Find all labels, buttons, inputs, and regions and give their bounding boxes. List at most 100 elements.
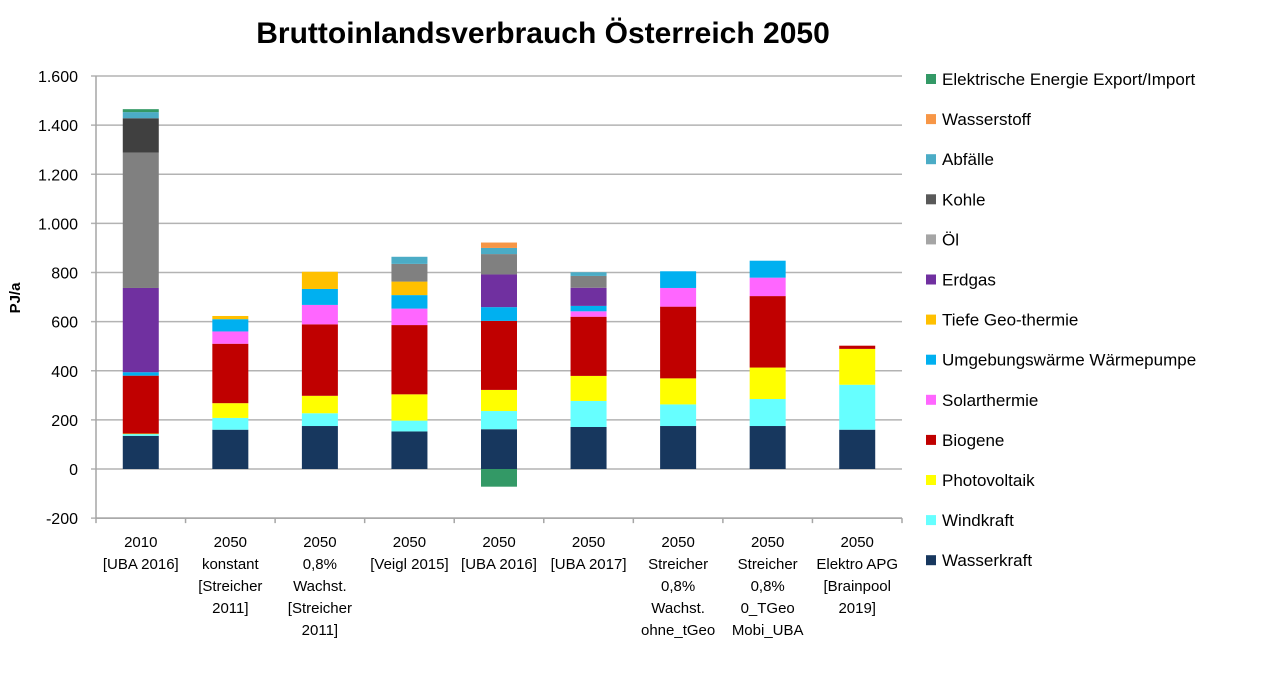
- legend-item: Biogene: [926, 431, 1004, 450]
- bar-segment-erdgas: [122, 287, 159, 373]
- bar-segment-biogene: [481, 320, 517, 390]
- bar-segment-windkraft: [660, 404, 697, 427]
- x-category-label: 2050 [UBA 2016]: [461, 534, 537, 573]
- bar-segment-erdgas: [570, 287, 607, 306]
- x-category-label-line: 0_TGeo: [741, 600, 795, 617]
- bar-segment-umgebungswärme-wärmepumpe: [301, 288, 338, 305]
- x-category-label: 2050 [Veigl 2015]: [370, 534, 448, 573]
- legend-label: Biogene: [942, 431, 1004, 450]
- legend-item: Wasserkraft: [926, 551, 1032, 570]
- y-axis-ticks: -200 0 200 400 600 800 1.000 1.200 1.400 1.600: [38, 69, 78, 528]
- bar-segment-elektrische-energie-export-import: [122, 109, 159, 113]
- bar-segment-photovoltaik: [570, 375, 607, 401]
- legend-swatch: [926, 194, 936, 205]
- y-tick-label: 800: [51, 266, 78, 283]
- bar-segment-umgebungswärme-wärmepumpe: [570, 305, 607, 312]
- bar-segment-umgebungswärme-wärmepumpe: [122, 372, 159, 376]
- legend-swatch: [926, 354, 936, 365]
- bar-segment-windkraft: [481, 411, 517, 430]
- bar-segment-windkraft: [122, 433, 159, 436]
- legend-label: Wasserkraft: [942, 551, 1032, 570]
- x-category-label-line: [Streicher: [198, 578, 262, 595]
- x-category-label-line: 2050: [751, 534, 784, 551]
- legend-swatch: [926, 314, 936, 325]
- bar-segment-windkraft: [570, 400, 607, 427]
- bar-segment-biogene: [839, 345, 876, 349]
- x-category-label-line: konstant: [202, 556, 260, 573]
- bar-segment-wasserkraft: [660, 426, 697, 469]
- x-category-label-line: 0,8%: [303, 556, 337, 573]
- bar-segment-windkraft: [391, 420, 428, 432]
- bar-segment-kohle: [122, 118, 159, 153]
- x-category-label-line: Wachst.: [651, 600, 705, 617]
- x-category-label-line: 0,8%: [661, 578, 695, 595]
- x-category-label-line: ohne_tGeo: [641, 622, 715, 639]
- x-category-label: 2050 konstant [Streicher 2011]: [198, 534, 262, 617]
- bar-segment-wasserkraft: [749, 426, 786, 469]
- x-category-label-line: 2050: [841, 534, 874, 551]
- y-tick-label: -200: [46, 511, 78, 528]
- x-category-label-line: 2010: [124, 534, 157, 551]
- x-category-label-line: [UBA 2017]: [551, 556, 627, 573]
- legend-swatch: [926, 515, 936, 526]
- x-category-label: 2050 [UBA 2017]: [551, 534, 627, 573]
- legend-swatch: [926, 555, 936, 566]
- bar-segment-öl: [481, 254, 517, 275]
- legend-item: Erdgas: [926, 271, 996, 290]
- legend-item: Umgebungswärme Wärmepumpe: [926, 351, 1196, 370]
- legend-swatch: [926, 274, 936, 285]
- bar-segment-photovoltaik: [391, 394, 428, 421]
- y-tick-label: 200: [51, 413, 78, 430]
- bar-segment-wasserkraft: [570, 426, 607, 469]
- bar-segment-umgebungswärme-wärmepumpe: [749, 260, 786, 278]
- x-category-label-line: Wachst.: [293, 578, 347, 595]
- legend-swatch: [926, 475, 936, 485]
- x-category-label: 2050 0,8% Wachst. [Streicher 2011]: [288, 534, 352, 639]
- bar-segment-tiefe-geo-thermie: [212, 315, 249, 320]
- bar-segment-wasserkraft: [839, 429, 876, 469]
- bar-segment-windkraft: [301, 413, 338, 427]
- x-category-label-line: 2050: [482, 534, 515, 551]
- x-category-label-line: 2019]: [838, 600, 876, 617]
- legend-label: Solarthermie: [942, 391, 1038, 410]
- x-category-label: 2050 Streicher 0,8% 0_TGeo Mobi_UBA: [732, 534, 804, 639]
- legend-item: Elektrische Energie Export/Import: [926, 70, 1195, 89]
- x-axis-category-labels: 2010 [UBA 2016] 2050 konstant [Streicher 2011…: [103, 534, 898, 639]
- bar-segment-windkraft: [749, 398, 786, 427]
- legend-label: Kohle: [942, 190, 985, 209]
- bar-segment-umgebungswärme-wärmepumpe: [481, 307, 517, 321]
- x-category-label-line: Elektro APG: [816, 556, 898, 573]
- bar-segment-solarthermie: [570, 311, 607, 317]
- legend-label: Tiefe Geo-thermie: [942, 311, 1078, 330]
- bar-segment-tiefe-geo-thermie: [301, 271, 338, 289]
- bar-segment-photovoltaik: [122, 433, 159, 435]
- x-category-label-line: 2011]: [302, 622, 338, 639]
- legend-label: Wasserstoff: [942, 110, 1031, 129]
- bar-segment-windkraft: [212, 417, 249, 430]
- y-tick-label: 1.000: [38, 216, 78, 233]
- bar-segment-tiefe-geo-thermie: [391, 281, 428, 296]
- x-category-label-line: [UBA 2016]: [103, 556, 179, 573]
- y-axis-label: PJ/a: [7, 282, 24, 314]
- bar-segment-windkraft: [839, 384, 876, 430]
- legend-item: Photovoltaik: [926, 471, 1035, 490]
- legend-label: Umgebungswärme Wärmepumpe: [942, 351, 1196, 370]
- bar-segment-elektrische-energie-export-import: [481, 469, 517, 487]
- bar-segment-photovoltaik: [481, 389, 517, 412]
- bar-segment-photovoltaik: [749, 367, 786, 399]
- legend: Elektrische Energie Export/Import Wassers…: [926, 70, 1196, 570]
- bar-segment-biogene: [749, 296, 786, 368]
- legend-label: Elektrische Energie Export/Import: [942, 70, 1195, 89]
- bar-segment-solarthermie: [749, 277, 786, 297]
- x-category-label-line: 2050: [572, 534, 605, 551]
- legend-swatch: [926, 434, 936, 445]
- y-tick-label: 0: [69, 462, 78, 479]
- bar-segment-umgebungswärme-wärmepumpe: [212, 319, 249, 332]
- bar-segment-biogene: [391, 325, 428, 395]
- legend-label: Windkraft: [942, 511, 1014, 530]
- legend-label: Abfälle: [942, 150, 994, 169]
- legend-item: Windkraft: [926, 511, 1014, 530]
- bar-segment-biogene: [660, 306, 697, 379]
- bar-segment-biogene: [122, 375, 159, 434]
